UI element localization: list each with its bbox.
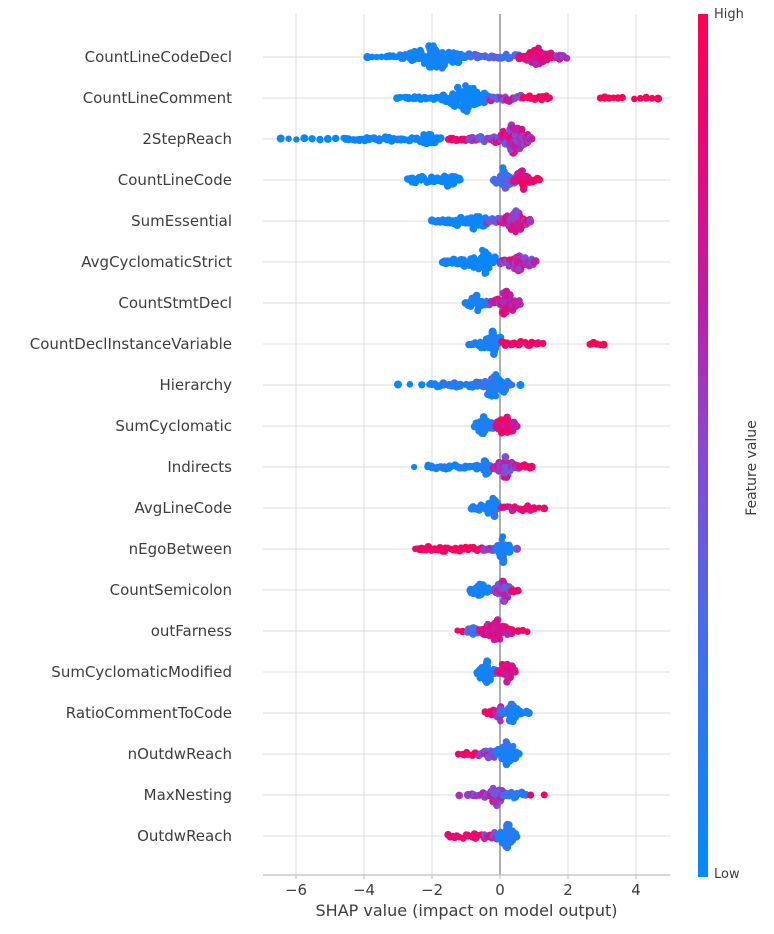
x-tick-label: 0 (495, 881, 505, 899)
feature-row-dots (481, 700, 533, 726)
feature-row-dots (412, 533, 522, 566)
feature-row-dots (465, 327, 608, 359)
x-axis-title: SHAP value (impact on model output) (315, 901, 618, 920)
feature-label: SumCyclomaticModified (51, 663, 232, 681)
feature-label: 2StepReach (142, 130, 232, 148)
x-tick-label: −6 (284, 881, 308, 899)
feature-row-dots (444, 820, 521, 852)
colorbar-high-label: High (714, 7, 744, 22)
x-tick-label: −4 (352, 881, 376, 899)
feature-label: CountLineComment (82, 89, 232, 107)
feature-label: SumEssential (131, 212, 232, 230)
feature-row-dots (427, 207, 535, 236)
feature-row-dots (454, 616, 531, 644)
feature-label: nOutdwReach (127, 745, 232, 763)
colorbar-title: Feature value (744, 420, 760, 516)
feature-label: AvgLineCode (134, 499, 232, 517)
feature-label: CountLineCode (117, 171, 232, 189)
feature-label: MaxNesting (143, 786, 232, 804)
feature-row-dots (276, 121, 536, 157)
feature-row-dots (403, 164, 543, 193)
colorbar (698, 14, 708, 877)
feature-row-dots (438, 246, 540, 277)
feature-row-dots (363, 42, 571, 72)
feature-label: RatioCommentToCode (65, 704, 232, 722)
x-tick-label: −2 (420, 881, 444, 899)
x-tick-label: 2 (563, 881, 573, 899)
feature-row-dots (467, 494, 549, 521)
feature-label: SumCyclomatic (115, 417, 232, 435)
feature-row-dots (394, 371, 525, 400)
feature-label: nEgoBetween (128, 540, 232, 558)
colorbar-low-label: Low (714, 867, 740, 882)
feature-row-dots (473, 657, 519, 686)
feature-row-dots (470, 413, 521, 438)
feature-label: AvgCyclomaticStrict (81, 253, 232, 271)
feature-row-dots (455, 784, 548, 810)
feature-label: outFarness (150, 622, 232, 640)
feature-row-dots (461, 287, 524, 318)
feature-row-dots (393, 82, 663, 115)
feature-label: CountLineCodeDecl (84, 48, 232, 66)
feature-row-dots (466, 577, 522, 605)
feature-row-dots (454, 738, 523, 769)
feature-row-dots (411, 453, 536, 481)
feature-label: Hierarchy (159, 376, 232, 394)
feature-label: CountStmtDecl (118, 294, 232, 312)
feature-label: CountDeclInstanceVariable (29, 335, 232, 353)
feature-label: OutdwReach (137, 827, 232, 845)
x-tick-marks (295, 875, 637, 879)
feature-label: Indirects (167, 458, 232, 476)
feature-label: CountSemicolon (109, 581, 232, 599)
x-tick-label: 4 (631, 881, 641, 899)
